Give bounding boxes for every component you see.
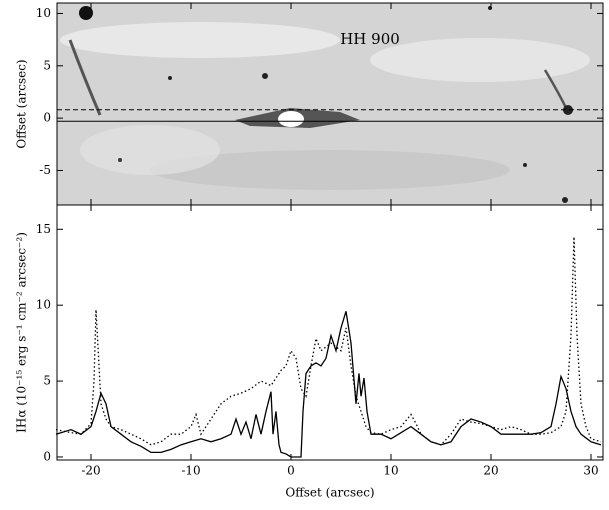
image-content [57,3,603,205]
y-tick-label: 10 [36,298,51,312]
y-tick-label: -5 [39,163,51,177]
y-tick-label: 15 [36,222,51,236]
x-tick-label: -20 [81,464,100,478]
x-axis-label: Offset (arcsec) [285,486,374,500]
profile-line [55,236,602,446]
x-tick-label: -10 [181,464,200,478]
y-tick-label: 5 [43,374,51,388]
y-tick-label: 10 [36,6,51,20]
x-tick-label: 20 [483,464,498,478]
y-axis-label: IHα (10⁻¹⁵ erg s⁻¹ cm⁻² arcsec⁻²) [15,232,29,433]
x-tick-label: 10 [383,464,398,478]
x-tick-label: 30 [583,464,598,478]
y-tick-label: 5 [43,58,51,72]
y-axis-label: Offset (arcsec) [15,59,29,148]
y-tick-label: 0 [43,449,51,463]
x-tick-label: 0 [287,464,295,478]
y-tick-label: 0 [43,111,51,125]
plot-frame [56,204,604,461]
annotation: HH 900 [340,30,400,48]
profile-line [55,311,602,458]
